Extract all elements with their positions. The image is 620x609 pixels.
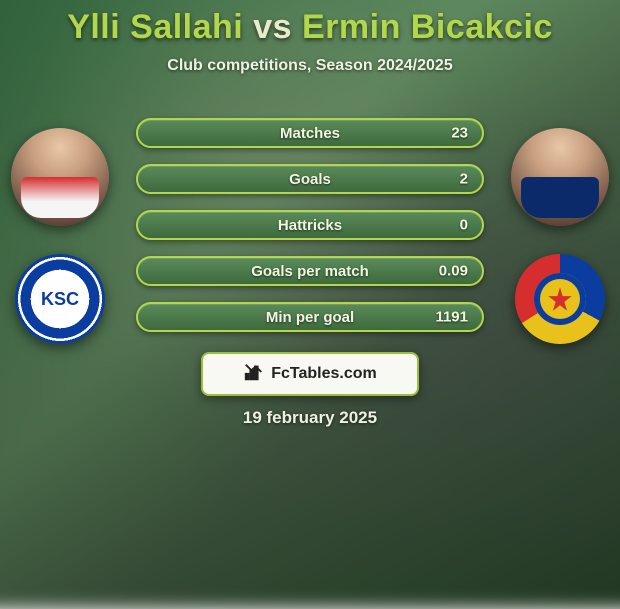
left-column	[0, 118, 120, 348]
player2-avatar	[511, 128, 609, 226]
stat-right-value: 0	[432, 217, 468, 234]
right-column	[500, 118, 620, 348]
stat-row-hattricks: Hattricks 0	[136, 210, 484, 240]
stat-right-value: 23	[432, 125, 468, 142]
title-player2: Ermin Bicakcic	[302, 8, 553, 46]
player1-club-logo	[15, 254, 105, 344]
player2-club-logo	[515, 254, 605, 344]
title-vs: vs	[253, 8, 292, 46]
stat-label: Goals	[289, 171, 331, 188]
stat-right-value: 0.09	[432, 263, 468, 280]
player1-avatar	[11, 128, 109, 226]
stat-row-goals: Goals 2	[136, 164, 484, 194]
chart-icon	[243, 361, 265, 388]
date-text: 19 february 2025	[0, 408, 620, 428]
stat-row-matches: Matches 23	[136, 118, 484, 148]
stat-right-value: 1191	[432, 309, 468, 326]
brand-badge[interactable]: FcTables.com	[201, 352, 419, 396]
stat-label: Goals per match	[251, 263, 369, 280]
stat-row-goals-per-match: Goals per match 0.09	[136, 256, 484, 286]
stat-row-min-per-goal: Min per goal 1191	[136, 302, 484, 332]
stat-label: Hattricks	[278, 217, 342, 234]
stat-label: Matches	[280, 125, 340, 142]
subtitle: Club competitions, Season 2024/2025	[0, 57, 620, 75]
page-title: Ylli Sallahi vs Ermin Bicakcic	[0, 8, 620, 47]
stats-column: Matches 23 Goals 2 Hattricks 0 Goals per…	[120, 118, 500, 348]
brand-text: FcTables.com	[271, 365, 377, 383]
comparison-columns: Matches 23 Goals 2 Hattricks 0 Goals per…	[0, 118, 620, 348]
title-player1: Ylli Sallahi	[67, 8, 243, 46]
content-root: Ylli Sallahi vs Ermin Bicakcic Club comp…	[0, 0, 620, 580]
stat-label: Min per goal	[266, 309, 354, 326]
stat-right-value: 2	[432, 171, 468, 188]
